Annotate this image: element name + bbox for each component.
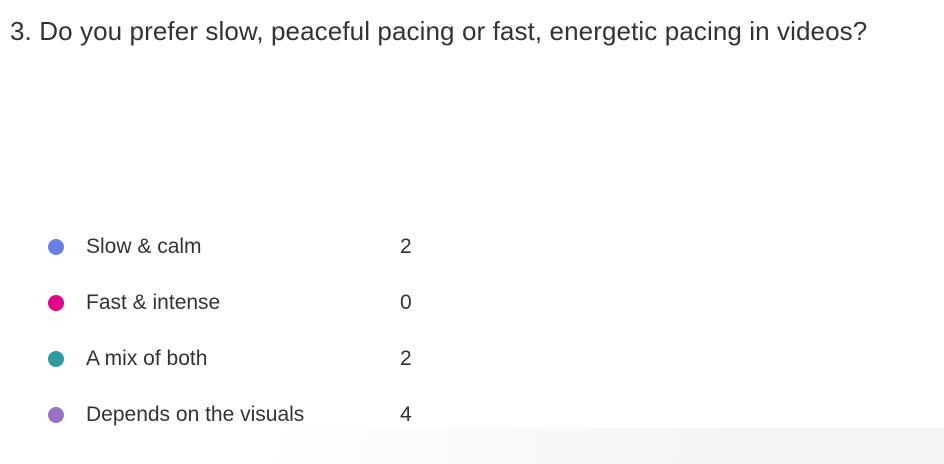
option-count: 4: [400, 403, 412, 426]
option-color-dot: [48, 239, 64, 255]
option-row-mix-of-both: A mix of both 2: [48, 331, 448, 387]
option-color-dot: [48, 295, 64, 311]
question-title: 3. Do you prefer slow, peaceful pacing o…: [10, 16, 868, 46]
option-color-dot: [48, 407, 64, 423]
options-legend: Slow & calm 2 Fast & intense 0 A mix of …: [48, 219, 448, 443]
option-label: Slow & calm: [86, 235, 202, 258]
option-label: Depends on the visuals: [86, 403, 305, 426]
option-count: 2: [400, 235, 412, 258]
option-count: 2: [400, 347, 412, 370]
option-row-slow-calm: Slow & calm 2: [48, 219, 448, 275]
option-count: 0: [400, 291, 412, 314]
option-row-depends-visuals: Depends on the visuals 4: [48, 387, 448, 443]
option-label: A mix of both: [86, 347, 208, 370]
option-color-dot: [48, 351, 64, 367]
option-label: Fast & intense: [86, 291, 221, 314]
option-row-fast-intense: Fast & intense 0: [48, 275, 448, 331]
